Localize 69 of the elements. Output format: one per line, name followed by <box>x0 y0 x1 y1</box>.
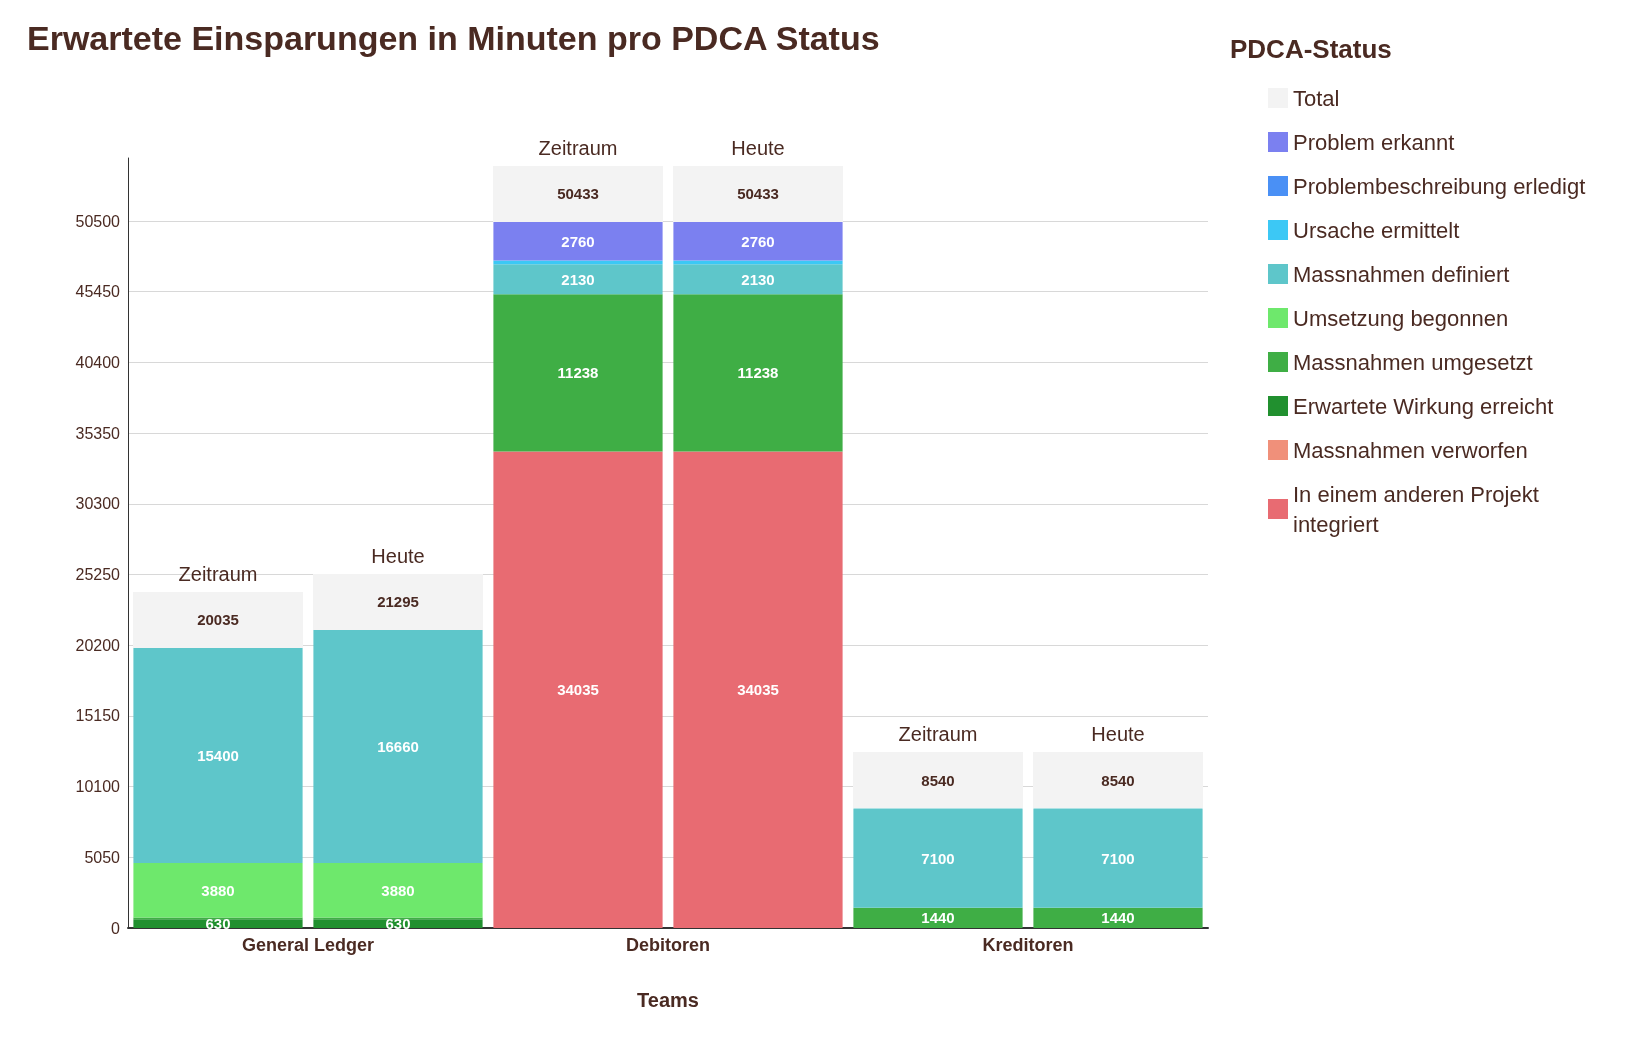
bar <box>673 451 843 928</box>
legend-label: Massnahmen verworfen <box>1293 437 1528 463</box>
y-tick-label: 50500 <box>75 212 121 230</box>
data-label: 7100 <box>1101 849 1135 867</box>
legend-label: Massnahmen definiert <box>1293 261 1510 287</box>
data-label: 34035 <box>557 681 599 699</box>
data-label: 1440 <box>921 909 955 927</box>
legend-label: Problem erkannt <box>1293 129 1455 155</box>
y-tick-label: 0 <box>111 919 121 937</box>
data-label: 630 <box>205 915 231 933</box>
bar <box>133 919 303 928</box>
y-tick-label: 40400 <box>75 353 121 371</box>
legend-label: Erwartete Wirkung erreicht <box>1293 393 1554 419</box>
total-label: 20035 <box>197 611 239 628</box>
x-tick-label: Zeitraum <box>538 136 618 159</box>
y-tick-label: 45450 <box>75 283 121 301</box>
data-label: 1440 <box>1101 909 1135 927</box>
bar <box>673 264 843 295</box>
legend-title: PDCA-Status <box>1230 34 1392 64</box>
bar <box>133 863 303 918</box>
x-tick-label: Heute <box>371 544 425 567</box>
total-label: 50433 <box>737 185 779 203</box>
legend-label: Umsetzung begonnen <box>1293 305 1509 331</box>
bar <box>313 863 483 918</box>
text: Debitoren <box>625 935 711 955</box>
x-tick-label: Heute <box>731 136 785 159</box>
y-tick-label: 15150 <box>75 707 121 725</box>
y-tick-label: 30300 <box>75 495 121 513</box>
y-tick-label: 10100 <box>75 778 121 796</box>
data-label: 11238 <box>737 364 779 382</box>
x-axis-title: Teams <box>637 989 699 1011</box>
bar <box>1033 907 1203 928</box>
y-tick-label: 5050 <box>84 848 121 866</box>
y-tick-label: 20200 <box>75 636 121 654</box>
y-tick-label: 25250 <box>75 566 121 583</box>
x-tick-label: Zeitraum <box>898 723 978 746</box>
bar <box>493 294 663 452</box>
data-label: 3880 <box>201 881 235 899</box>
legend-label: In einem anderen Projekt integriert <box>1293 481 1545 537</box>
x-tick-label: Zeitraum <box>178 562 258 585</box>
data-label: 2130 <box>561 270 595 288</box>
legend-label: Problembeschreibung erledigt <box>1293 173 1586 199</box>
data-label: 2760 <box>561 232 595 250</box>
data-label: 15400 <box>197 746 239 764</box>
data-label: 2130 <box>741 270 775 288</box>
bar <box>853 907 1023 928</box>
total-label: 50433 <box>557 185 599 203</box>
total-label: 8540 <box>1101 771 1135 789</box>
y-tick-label: 35350 <box>75 424 121 442</box>
chart-title: Erwartete Einsparungen in Minuten pro PDCA Status <box>27 19 880 57</box>
data-label: 2760 <box>741 232 775 250</box>
data-label: 11238 <box>557 364 599 382</box>
legend-label: Massnahmen umgesetzt <box>1293 349 1533 375</box>
bar <box>673 294 843 452</box>
bar <box>493 451 663 928</box>
total-label: 21295 <box>377 593 419 611</box>
x-tick-label: Heute <box>1091 723 1145 746</box>
total-label: 8540 <box>921 771 955 789</box>
data-label: 34035 <box>737 681 779 699</box>
data-label: 630 <box>385 915 411 933</box>
legend-label: Ursache ermittelt <box>1293 217 1460 243</box>
data-label: 3880 <box>381 881 415 899</box>
bar <box>313 919 483 928</box>
legend-label: Total <box>1293 85 1340 111</box>
data-label: 7100 <box>921 849 955 867</box>
text: General Ledger <box>241 935 375 955</box>
data-label: 16660 <box>377 737 419 755</box>
text: Kreditoren <box>982 935 1074 955</box>
bar <box>493 264 663 295</box>
